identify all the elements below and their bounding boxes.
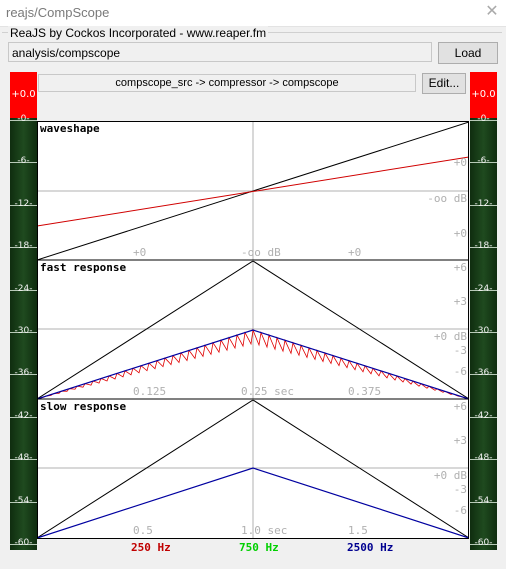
fast-y-label-4: -3 <box>454 344 467 357</box>
fast-output-envelope <box>37 329 469 400</box>
left-meter-label: -24- <box>14 283 33 294</box>
fast-y-label-1: +6 <box>454 261 467 274</box>
right-meter-label: -18- <box>474 241 493 252</box>
right-meter-tick <box>470 416 497 418</box>
slow-y-label-5: -6 <box>454 504 467 517</box>
left-meter-tick <box>10 204 37 206</box>
right-peak-readout[interactable]: +0.0 <box>470 72 497 118</box>
routing-chain: compscope_src -> compressor -> compscope <box>38 74 416 92</box>
left-meter-tick <box>10 247 37 249</box>
fast-x-label-3: 0.375 <box>348 385 381 398</box>
slow-y-label-3: +0 dB <box>434 469 467 482</box>
left-meter-tick <box>10 289 37 291</box>
waveshape-y-label-2: -oo dB <box>427 192 467 205</box>
right-vu-meter: +0.0 -0- -6- -12- -18- -24- -30- -36- -42- -48- -… <box>470 72 497 550</box>
group-legend: ReaJS by Cockos Incorporated - www.reape… <box>8 26 269 40</box>
right-meter-tick <box>470 204 497 206</box>
scope-border <box>37 121 469 539</box>
right-meter-tick <box>470 544 497 545</box>
fast-y-label-2: +3 <box>454 295 467 308</box>
right-meter-label: -0- <box>477 114 490 124</box>
slow-x-label-2: 1.0 sec <box>241 524 287 537</box>
slow-y-label-2: +3 <box>454 434 467 447</box>
right-meter-tick <box>470 289 497 291</box>
waveshape-x-label-3: +0 <box>348 246 361 259</box>
left-meter-bar <box>10 118 37 550</box>
scope-display: waveshape +0 -oo dB +0 +0 -oo dB +0 fast… <box>37 121 469 539</box>
right-meter-label: -60- <box>474 538 493 548</box>
load-button[interactable]: Load <box>438 42 498 64</box>
left-meter-label: -18- <box>14 241 33 252</box>
slow-x-label-1: 0.5 <box>133 524 153 537</box>
left-meter-tick <box>10 501 37 503</box>
edit-button[interactable]: Edit... <box>422 73 466 94</box>
left-meter-tick <box>10 459 37 461</box>
right-meter-tick <box>470 162 497 164</box>
fast-y-label-3: +0 dB <box>434 330 467 343</box>
right-meter-tick <box>470 120 497 121</box>
fast-response-panel: fast response 0.125 0.25 sec 0.375 +6 +3… <box>37 260 469 400</box>
slow-y-label-1: +6 <box>454 400 467 413</box>
left-meter-label: -48- <box>14 453 33 464</box>
left-meter-label: -54- <box>14 495 33 506</box>
right-meter-tick <box>470 332 497 333</box>
freq-label-750: 750 Hz <box>239 541 279 554</box>
right-meter-tick <box>470 247 497 249</box>
right-meter-label: -12- <box>474 198 493 209</box>
right-meter-label: -36- <box>474 368 493 379</box>
slow-response-panel: slow response 0.5 1.0 sec 1.5 +6 +3 +0 d… <box>37 399 469 539</box>
left-vu-meter: +0.0 -0- -6- -12- -18- -24- -30- -36- -42- -48- -… <box>10 72 37 550</box>
fast-input-envelope <box>37 260 469 400</box>
script-path-field[interactable]: analysis/compscope <box>8 42 432 62</box>
right-meter-bar <box>470 118 497 550</box>
right-meter-label: -42- <box>474 410 493 421</box>
right-meter-tick <box>470 459 497 461</box>
plugin-group: ReaJS by Cockos Incorporated - www.reape… <box>2 26 502 97</box>
left-meter-label: -42- <box>14 410 33 421</box>
right-meter-label: -30- <box>474 326 493 336</box>
right-meter-tick <box>470 374 497 376</box>
freq-label-2500: 2500 Hz <box>347 541 394 554</box>
title-bar: reajs/CompScope ✕ <box>0 0 506 27</box>
left-meter-label: -6- <box>17 156 30 167</box>
left-meter-tick <box>10 162 37 164</box>
fast-x-label-1: 0.125 <box>133 385 166 398</box>
left-meter-tick <box>10 120 37 121</box>
freq-label-250: 250 Hz <box>131 541 171 554</box>
left-peak-readout[interactable]: +0.0 <box>10 72 37 118</box>
slow-output-envelope <box>37 467 469 539</box>
left-meter-label: -12- <box>14 198 33 209</box>
right-meter-label: -54- <box>474 495 493 506</box>
right-meter-label: -24- <box>474 283 493 294</box>
slow-y-label-4: -3 <box>454 483 467 496</box>
window-title: reajs/CompScope <box>6 5 110 20</box>
right-meter-label: -48- <box>474 453 493 464</box>
waveshape-x-label-2: -oo dB <box>241 246 281 259</box>
slow-input-envelope <box>37 399 469 539</box>
fast-title: fast response <box>40 261 126 274</box>
left-meter-label: -36- <box>14 368 33 379</box>
right-meter-tick <box>470 501 497 503</box>
left-meter-tick <box>10 332 37 333</box>
waveshape-panel: waveshape +0 -oo dB +0 +0 -oo dB +0 <box>37 121 469 261</box>
left-meter-tick <box>10 544 37 545</box>
close-icon[interactable]: ✕ <box>485 3 499 20</box>
fast-x-label-2: 0.25 sec <box>241 385 294 398</box>
waveshape-y-label-3: +0 <box>454 227 467 240</box>
left-meter-tick <box>10 374 37 376</box>
waveshape-x-label-1: +0 <box>133 246 146 259</box>
slow-title: slow response <box>40 400 126 413</box>
right-meter-label: -6- <box>477 156 490 167</box>
waveshape-output-line <box>37 156 469 227</box>
fast-y-label-5: -6 <box>454 365 467 378</box>
left-meter-label: -0- <box>17 114 30 124</box>
waveshape-y-label-1: +0 <box>454 156 467 169</box>
left-meter-label: -60- <box>14 538 33 548</box>
left-meter-tick <box>10 416 37 418</box>
slow-x-label-3: 1.5 <box>348 524 368 537</box>
waveshape-title: waveshape <box>40 122 100 135</box>
left-meter-label: -30- <box>14 326 33 336</box>
